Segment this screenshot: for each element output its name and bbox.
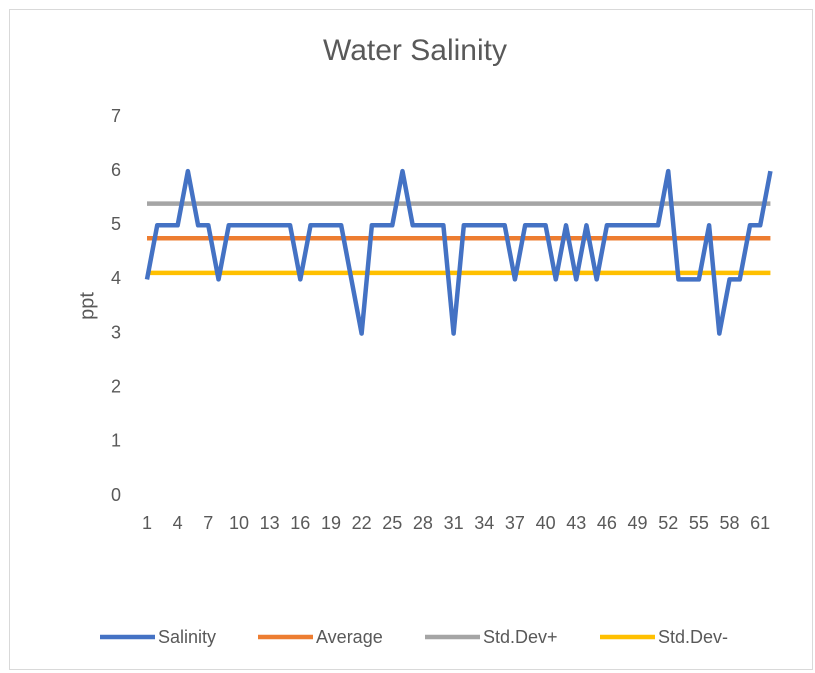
x-tick-label: 28: [413, 513, 433, 533]
x-tick-label: 13: [260, 513, 280, 533]
x-tick-label: 46: [597, 513, 617, 533]
y-axis-label: ppt: [76, 292, 98, 320]
legend-label: Average: [316, 627, 383, 647]
y-tick-label: 3: [111, 322, 121, 342]
y-tick-label: 6: [111, 160, 121, 180]
y-tick-label: 2: [111, 376, 121, 396]
y-tick-label: 1: [111, 431, 121, 451]
x-tick-label: 43: [566, 513, 586, 533]
x-tick-label: 16: [290, 513, 310, 533]
x-tick-label: 49: [628, 513, 648, 533]
series-line: [144, 168, 773, 336]
y-tick-label: 0: [111, 485, 121, 505]
chart-title: Water Salinity: [323, 34, 507, 67]
x-tick-label: 7: [203, 513, 213, 533]
y-tick-label: 4: [111, 268, 121, 288]
x-tick-label: 19: [321, 513, 341, 533]
x-tick-label: 40: [536, 513, 556, 533]
x-tick-label: 31: [444, 513, 464, 533]
x-tick-label: 34: [474, 513, 494, 533]
x-tick-label: 1: [142, 513, 152, 533]
x-tick-label: 22: [352, 513, 372, 533]
x-tick-label: 37: [505, 513, 525, 533]
chart-frame: [9, 9, 813, 670]
x-tick-label: 61: [750, 513, 770, 533]
legend-label: Std.Dev+: [483, 627, 558, 647]
legend-label: Salinity: [158, 627, 216, 647]
y-tick-label: 5: [111, 214, 121, 234]
x-tick-label: 10: [229, 513, 249, 533]
x-tick-label: 58: [720, 513, 740, 533]
x-tick-label: 25: [382, 513, 402, 533]
legend-label: Std.Dev-: [658, 627, 728, 647]
x-tick-label: 55: [689, 513, 709, 533]
y-tick-label: 7: [111, 106, 121, 126]
x-tick-label: 52: [658, 513, 678, 533]
x-tick-label: 4: [173, 513, 183, 533]
